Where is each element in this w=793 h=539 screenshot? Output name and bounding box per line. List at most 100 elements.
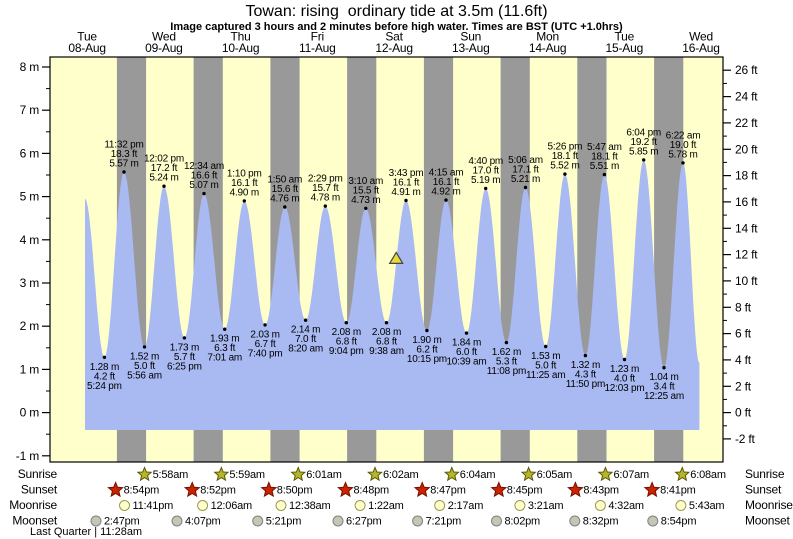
moonrise-moon-icon (354, 500, 366, 511)
day-date-label: 13-Aug (452, 41, 490, 55)
sunrise-star-icon (290, 466, 307, 482)
high-tide-time: 1:10 pm (227, 168, 262, 179)
current-level-marker (388, 251, 404, 264)
sunset-star-icon (413, 481, 431, 498)
sunset-star-icon (490, 481, 508, 498)
chart-title: Towan: rising ordinary tide at 3.5m (11.… (245, 3, 548, 20)
moonrise-moon-icon (275, 500, 287, 511)
row-label-right-moonrise: Moonrise (745, 498, 793, 512)
low-tide-time: 7:40 pm (248, 348, 283, 359)
high-tide-feet: 16.6 ft (191, 171, 218, 182)
low-tide-point (182, 336, 187, 340)
high-tide-metres: 5.78 m (668, 149, 697, 160)
low-tide-time: 9:38 am (369, 346, 404, 357)
low-tide-time: 5:56 am (127, 370, 162, 381)
row-label-right-moonset: Moonset (745, 514, 790, 528)
row-label-left-moonrise: Moonrise (9, 498, 57, 512)
moonset-moon-icon (171, 515, 183, 527)
high-tide-point (404, 198, 408, 203)
high-tide-feet: 17.1 ft (512, 165, 539, 176)
moonrise-moon-icon (675, 500, 687, 511)
high-tide-feet: 18.3 ft (111, 149, 138, 160)
moonset-time: 8:54pm (661, 516, 697, 528)
low-tide-metres: 2.08 m (332, 327, 361, 338)
high-tide-time: 1:50 am (267, 175, 302, 186)
sunset-star-icon (260, 481, 278, 498)
sunrise-star-icon (443, 466, 460, 482)
low-tide-time: 12:25 am (644, 391, 684, 402)
low-tide-metres: 1.23 m (610, 364, 639, 375)
day-date-label: 10-Aug (222, 41, 260, 55)
left-axis-label: 2 m (20, 319, 40, 333)
right-axis-label: -2 ft (735, 432, 756, 446)
high-tide-feet: 19.2 ft (630, 137, 657, 148)
low-tide-metres: 1.90 m (412, 335, 441, 346)
low-tide-time: 11:25 am (526, 370, 565, 381)
low-tide-feet: 3.4 ft (653, 382, 674, 393)
sunrise-time: 6:08am (690, 469, 726, 481)
high-tide-feet: 16.1 ft (231, 178, 258, 189)
high-tide-feet: 17.2 ft (151, 163, 178, 174)
high-tide-time: 6:04 pm (626, 127, 661, 138)
low-tide-feet: 6.8 ft (336, 337, 357, 348)
moonrise-moon-icon (594, 500, 606, 511)
day-of-week-label: Fri (311, 30, 324, 44)
high-tide-point (523, 185, 528, 190)
left-axis-label: 8 m (20, 60, 40, 74)
right-axis-label: 18 ft (735, 169, 758, 183)
low-tide-time: 8:20 am (288, 344, 323, 355)
low-tide-point (102, 355, 107, 359)
high-tide-point (202, 191, 206, 196)
sunset-star-icon (183, 481, 201, 498)
left-axis-label: 3 m (20, 276, 40, 290)
sunrise-time: 5:59am (229, 469, 265, 481)
row-label-left-moonset: Moonset (12, 514, 57, 528)
high-tide-time: 12:34 am (184, 161, 224, 172)
chart-subtitle: Image captured 3 hours and 2 minutes bef… (170, 21, 623, 33)
moonset-moon-icon (647, 515, 659, 527)
high-tide-metres: 4.78 m (311, 193, 340, 204)
high-tide-metres: 4.76 m (270, 194, 299, 205)
high-tide-time: 4:15 am (429, 168, 464, 179)
high-tide-feet: 15.6 ft (272, 184, 299, 195)
sunrise-time: 6:07am (614, 469, 650, 481)
high-tide-metres: 5.52 m (550, 161, 579, 172)
low-tide-time: 7:01 am (207, 353, 242, 364)
high-tide-point (602, 172, 607, 177)
high-tide-metres: 4.91 m (391, 187, 420, 198)
moonset-time: 8:32pm (583, 516, 619, 528)
day-date-label: 11-Aug (299, 41, 336, 55)
high-tide-metres: 4.90 m (230, 187, 259, 198)
high-tide-time: 3:43 pm (389, 168, 424, 179)
sunset-time: 8:45pm (507, 485, 543, 497)
sunset-time: 8:43pm (583, 485, 619, 497)
right-axis-label: 24 ft (735, 90, 758, 104)
moonrise-moon-icon (197, 500, 209, 511)
day-of-week-label: Sun (460, 30, 481, 44)
moonset-time: 5:21pm (266, 516, 302, 528)
low-tide-metres: 1.93 m (210, 334, 239, 345)
sunset-time: 8:50pm (277, 485, 313, 497)
left-axis-label: 6 m (20, 146, 40, 160)
day-date-label: 08-Aug (68, 41, 106, 55)
sunset-star-icon (567, 481, 584, 498)
sunset-star-icon (643, 481, 661, 498)
moonrise-time: 3:21am (528, 500, 564, 512)
high-tide-point (122, 170, 126, 174)
low-tide-feet: 5.0 ft (134, 361, 155, 372)
low-tide-point (464, 331, 469, 335)
right-axis-label: 26 ft (735, 63, 758, 77)
high-tide-metres: 5.21 m (511, 174, 540, 185)
row-label-left-sunset: Sunset (21, 483, 58, 497)
sunset-time: 8:54pm (124, 485, 160, 497)
right-axis-label: 0 ft (735, 406, 752, 420)
moonset-time: 4:07pm (185, 516, 221, 528)
day-date-label: 16-Aug (682, 41, 720, 55)
low-tide-feet: 5.3 ft (496, 357, 517, 368)
sunset-star-icon (107, 481, 124, 498)
sunrise-time: 6:05am (537, 469, 573, 481)
high-tide-feet: 16.1 ft (393, 178, 420, 189)
low-tide-time: 6:25 pm (167, 361, 202, 372)
tide-curve-area (85, 159, 700, 430)
plot-border (49, 56, 724, 463)
